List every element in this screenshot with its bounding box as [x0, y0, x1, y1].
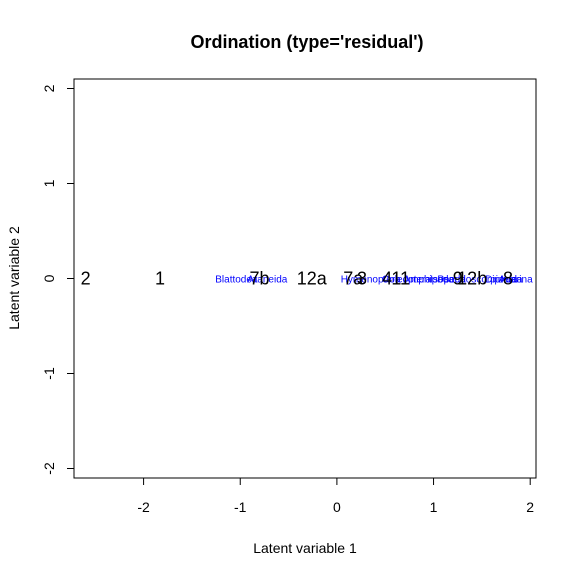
- y-axis-label: Latent variable 2: [6, 226, 22, 330]
- species-label: Coleoptera: [382, 275, 431, 286]
- y-tick-label: -1: [41, 367, 57, 380]
- y-tick-label: 1: [41, 179, 57, 187]
- site-label: 9: [453, 269, 463, 289]
- site-label: 7b: [250, 269, 270, 289]
- site-label: 2: [81, 269, 91, 289]
- species-label: Isopoda: [430, 275, 466, 286]
- x-tick-label: 0: [333, 499, 341, 515]
- species-label: Diptera: [485, 275, 518, 286]
- species-label: Pseudoscorpionida: [437, 275, 522, 286]
- species-label: Hymenoptera: [341, 275, 401, 286]
- x-axis-label: Latent variable 1: [253, 540, 357, 556]
- site-label: 7a: [343, 269, 364, 289]
- x-tick-label: 2: [526, 499, 534, 515]
- y-axis: -2 -1 0 1 2: [41, 84, 74, 475]
- site-label: 3: [357, 269, 367, 289]
- x-tick-label: 1: [430, 499, 438, 515]
- site-label: 11: [391, 269, 410, 289]
- site-label: 8: [503, 269, 513, 289]
- species-label: Amphipoda: [403, 275, 454, 286]
- site-label: 12a: [297, 269, 328, 289]
- site-label: 4: [382, 269, 392, 289]
- chart-title: Ordination (type='residual'): [190, 32, 423, 52]
- y-tick-label: 0: [41, 274, 57, 282]
- species-label: Blattodea: [215, 275, 258, 286]
- species-label: Acarina: [499, 275, 533, 286]
- y-tick-label: -2: [41, 462, 57, 475]
- species-label: Araneida: [247, 275, 287, 286]
- x-axis: -2 -1 0 1 2: [137, 478, 534, 515]
- site-label: 1: [155, 269, 165, 289]
- site-label: 12b: [457, 269, 487, 289]
- x-tick-label: -1: [234, 499, 247, 515]
- y-tick-label: 2: [41, 84, 57, 92]
- x-tick-label: -2: [137, 499, 150, 515]
